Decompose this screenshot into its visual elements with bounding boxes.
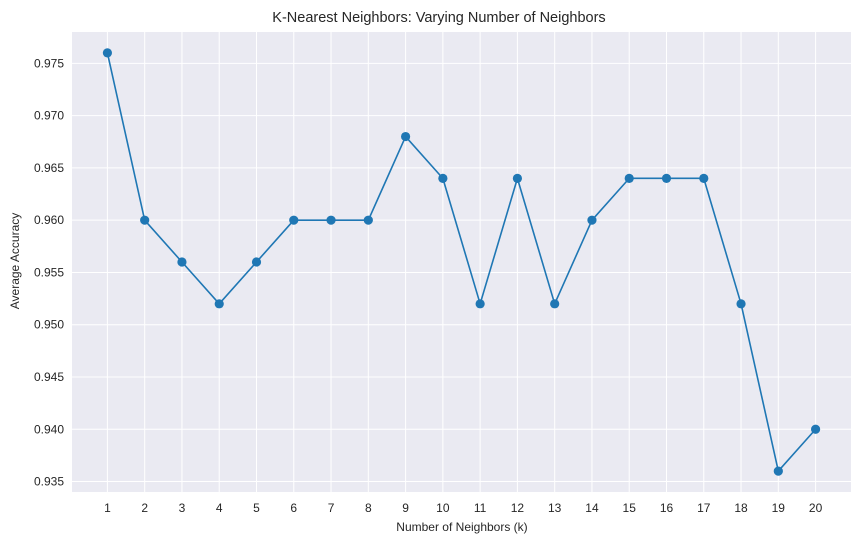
data-point [550, 299, 560, 309]
y-tick-label: 0.955 [34, 265, 64, 279]
data-point [214, 299, 224, 309]
y-tick-label: 0.935 [34, 475, 64, 489]
data-point [400, 131, 411, 142]
data-point [251, 257, 262, 267]
x-tick-label: 3 [179, 501, 186, 515]
x-tick-label: 2 [141, 501, 148, 515]
data-point [438, 173, 448, 183]
y-tick-label: 0.940 [34, 422, 64, 436]
x-tick-label: 11 [474, 501, 487, 515]
data-point [624, 173, 634, 183]
y-tick-label: 0.975 [34, 56, 64, 70]
x-tick-label: 8 [365, 501, 372, 515]
data-point [810, 424, 821, 434]
y-tick-label: 0.965 [34, 161, 64, 175]
y-axis-ticks: 0.935 0.940 0.945 0.950 0.955 0.960 0.965 0.970… [34, 56, 64, 488]
x-tick-label: 9 [402, 501, 409, 515]
data-point [736, 299, 746, 309]
y-tick-label: 0.950 [34, 318, 64, 332]
data-point [102, 48, 113, 58]
x-tick-label: 20 [809, 501, 823, 515]
series-line [106, 52, 817, 472]
y-tick-label: 0.960 [34, 213, 64, 227]
x-tick-label: 7 [328, 501, 335, 515]
data-point [587, 215, 597, 225]
data-point [140, 215, 150, 225]
x-tick-label: 12 [511, 501, 525, 515]
x-tick-label: 16 [660, 501, 674, 515]
data-point [773, 466, 783, 476]
x-tick-label: 13 [548, 501, 562, 515]
chart-title: K-Nearest Neighbors: Varying Number of N… [272, 10, 605, 26]
x-tick-label: 10 [436, 501, 450, 515]
data-point [699, 173, 709, 183]
x-tick-label: 17 [697, 501, 711, 515]
y-axis-label: Average Accuracy [8, 213, 22, 310]
x-tick-label: 15 [623, 501, 637, 515]
x-axis-ticks: 1 2 3 4 5 6 7 8 9 10 11 12 13 14 15 16 17 18 19 20 [104, 501, 823, 515]
data-point [661, 173, 672, 183]
x-tick-label: 6 [290, 501, 297, 515]
x-tick-label: 1 [104, 501, 111, 515]
y-tick-label: 0.945 [34, 370, 64, 384]
plot-area [72, 32, 851, 492]
data-point [475, 299, 485, 309]
x-axis-label: Number of Neighbors (k) [396, 520, 527, 534]
data-point [512, 173, 523, 183]
x-tick-label: 18 [734, 501, 748, 515]
x-tick-label: 19 [772, 501, 786, 515]
data-point [177, 257, 187, 267]
data-point [326, 215, 336, 225]
data-point [363, 215, 373, 225]
y-tick-label: 0.970 [34, 109, 64, 123]
data-point [289, 215, 299, 225]
x-tick-label: 5 [253, 501, 260, 515]
grid [72, 32, 851, 492]
x-tick-label: 4 [216, 501, 223, 515]
x-tick-label: 14 [585, 501, 599, 515]
